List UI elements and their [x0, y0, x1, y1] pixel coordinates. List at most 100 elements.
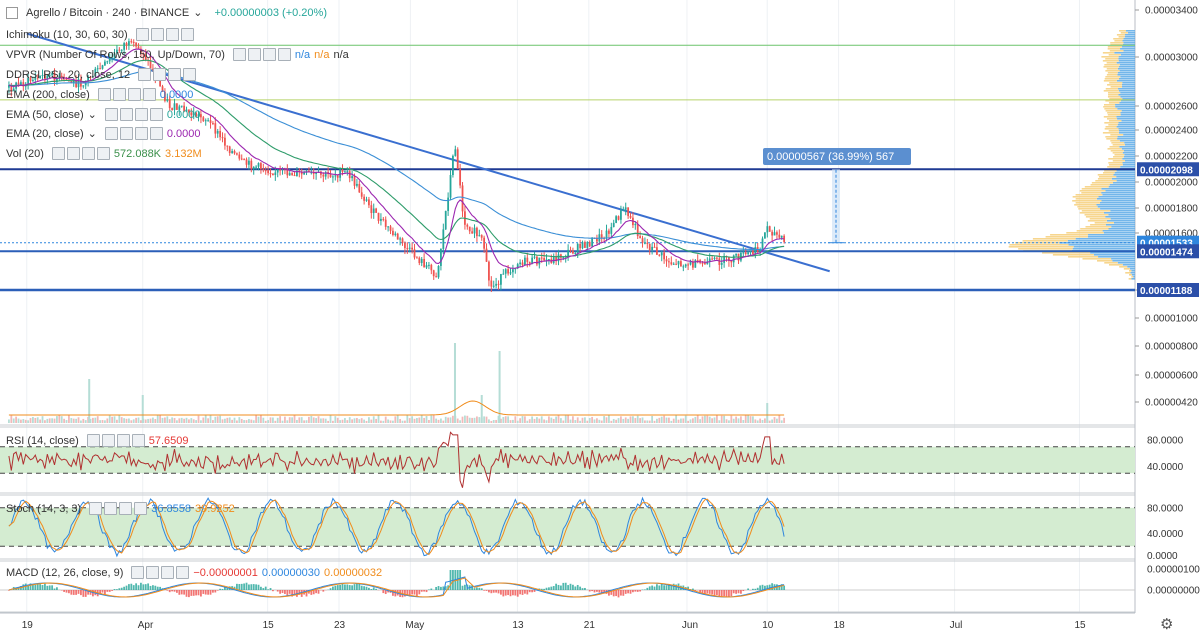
chevron-down-icon[interactable]: ⌄ [88, 127, 97, 140]
close-icon[interactable] [97, 147, 110, 160]
symbol-header[interactable]: Agrello / Bitcoin · 240 · BINANCE ⌄ +0.0… [6, 6, 327, 19]
eye-icon[interactable] [89, 502, 102, 515]
rsi-axis-label: 80.0000 [1147, 436, 1184, 447]
braces-icon[interactable] [135, 108, 148, 121]
settings-gear-icon[interactable]: ⚙ [1160, 615, 1173, 633]
legend-ema200[interactable]: EMA (200, close) 0.0000 [6, 88, 193, 101]
eye-icon[interactable] [87, 434, 100, 447]
eye-icon[interactable] [131, 566, 144, 579]
indicator-value: 3.132M [165, 148, 202, 160]
legend-rsi[interactable]: RSI (14, close) 57.6509 [6, 434, 189, 447]
indicator-buttons[interactable] [105, 108, 163, 121]
volume-bar [495, 420, 497, 423]
gear-icon[interactable] [104, 502, 117, 515]
volume-bar [390, 420, 392, 423]
volume-bar [747, 415, 749, 423]
braces-icon[interactable] [263, 48, 276, 61]
indicator-label[interactable]: Ichimoku (10, 30, 60, 30) [6, 29, 128, 41]
close-icon[interactable] [181, 28, 194, 41]
close-icon[interactable] [143, 88, 156, 101]
macd-hist-bar [260, 587, 262, 590]
volume-profile-bar-down [1073, 196, 1099, 198]
close-icon[interactable] [150, 108, 163, 121]
gear-icon[interactable] [120, 108, 133, 121]
volume-bar [699, 419, 701, 423]
gear-icon[interactable] [153, 68, 166, 81]
eye-icon[interactable] [105, 127, 118, 140]
close-icon[interactable] [150, 127, 163, 140]
gear-icon[interactable] [102, 434, 115, 447]
indicator-buttons[interactable] [138, 68, 196, 81]
indicator-label[interactable]: MACD (12, 26, close, 9) [6, 567, 123, 579]
volume-bar [738, 418, 740, 423]
close-icon[interactable] [278, 48, 291, 61]
candle-body [217, 131, 219, 134]
volume-profile-bar-down [1108, 148, 1122, 150]
braces-icon[interactable] [128, 88, 141, 101]
legend-vpvr[interactable]: VPVR (Number Of Rows, 150, Up/Down, 70) … [6, 48, 349, 61]
indicator-label[interactable]: Vol (20) [6, 148, 44, 160]
indicator-buttons[interactable] [131, 566, 189, 579]
indicator-label[interactable]: Stoch (14, 3, 3) [6, 503, 81, 515]
eye-icon[interactable] [233, 48, 246, 61]
legend-vol[interactable]: Vol (20) 572.088K 3.132M [6, 147, 202, 160]
candle-body [622, 210, 624, 211]
indicator-buttons[interactable] [89, 502, 147, 515]
indicator-buttons[interactable] [136, 28, 194, 41]
rsi-axis-label: 40.0000 [1147, 462, 1184, 473]
candle-body [128, 41, 130, 45]
indicator-label[interactable]: VPVR (Number Of Rows, 150, Up/Down, 70) [6, 49, 225, 61]
legend-ema20[interactable]: EMA (20, close) ⌄ 0.0000 [6, 127, 201, 140]
legend-rsi-overlay[interactable]: DDRSI RSI, 20, close, 12 [6, 68, 196, 81]
eye-icon[interactable] [138, 68, 151, 81]
legend-stoch[interactable]: Stoch (14, 3, 3) 36.8558 39.9252 [6, 502, 235, 515]
volume-bar [466, 416, 468, 423]
indicator-label[interactable]: DDRSI RSI, 20, close, 12 [6, 69, 130, 81]
gear-icon[interactable] [146, 566, 159, 579]
indicator-label[interactable]: EMA (20, close) [6, 128, 84, 140]
eye-icon[interactable] [136, 28, 149, 41]
indicator-buttons[interactable] [233, 48, 291, 61]
close-icon[interactable] [132, 434, 145, 447]
close-icon[interactable] [176, 566, 189, 579]
macd-hist-bar [704, 590, 706, 594]
legend-ema50[interactable]: EMA (50, close) ⌄ 0.0000 [6, 108, 201, 121]
indicator-buttons[interactable] [105, 127, 163, 140]
gear-icon[interactable] [248, 48, 261, 61]
chevron-down-icon[interactable]: ⌄ [193, 6, 202, 19]
braces-icon[interactable] [82, 147, 95, 160]
symbol-title[interactable]: Agrello / Bitcoin · 240 · BINANCE [26, 7, 189, 19]
gear-icon[interactable] [120, 127, 133, 140]
braces-icon[interactable] [117, 434, 130, 447]
macd-hist-bar [142, 584, 144, 590]
braces-icon[interactable] [168, 68, 181, 81]
gear-icon[interactable] [67, 147, 80, 160]
indicator-label[interactable]: RSI (14, close) [6, 435, 79, 447]
indicator-value: 0.0000 [167, 109, 201, 121]
indicator-buttons[interactable] [98, 88, 156, 101]
macd-hist-bar [512, 590, 514, 595]
close-icon[interactable] [183, 68, 196, 81]
indicator-label[interactable]: EMA (50, close) [6, 109, 84, 121]
volume-profile-bar-down [1080, 228, 1108, 230]
gear-icon[interactable] [113, 88, 126, 101]
indicator-label[interactable]: EMA (200, close) [6, 89, 90, 101]
gear-icon[interactable] [151, 28, 164, 41]
legend-ichimoku[interactable]: Ichimoku (10, 30, 60, 30) [6, 28, 194, 41]
indicator-buttons[interactable] [87, 434, 145, 447]
indicator-value: n/a [333, 49, 348, 61]
eye-icon[interactable] [98, 88, 111, 101]
chevron-down-icon[interactable]: ⌄ [88, 108, 97, 121]
braces-icon[interactable] [119, 502, 132, 515]
candle-body [553, 257, 555, 263]
close-icon[interactable] [134, 502, 147, 515]
eye-icon[interactable] [52, 147, 65, 160]
indicator-buttons[interactable] [52, 147, 110, 160]
legend-macd[interactable]: MACD (12, 26, close, 9) −0.00000001 0.00… [6, 566, 382, 579]
candle-body [613, 223, 615, 227]
braces-icon[interactable] [166, 28, 179, 41]
braces-icon[interactable] [135, 127, 148, 140]
eye-icon[interactable] [105, 108, 118, 121]
braces-icon[interactable] [161, 566, 174, 579]
minimize-icon[interactable] [6, 7, 18, 19]
